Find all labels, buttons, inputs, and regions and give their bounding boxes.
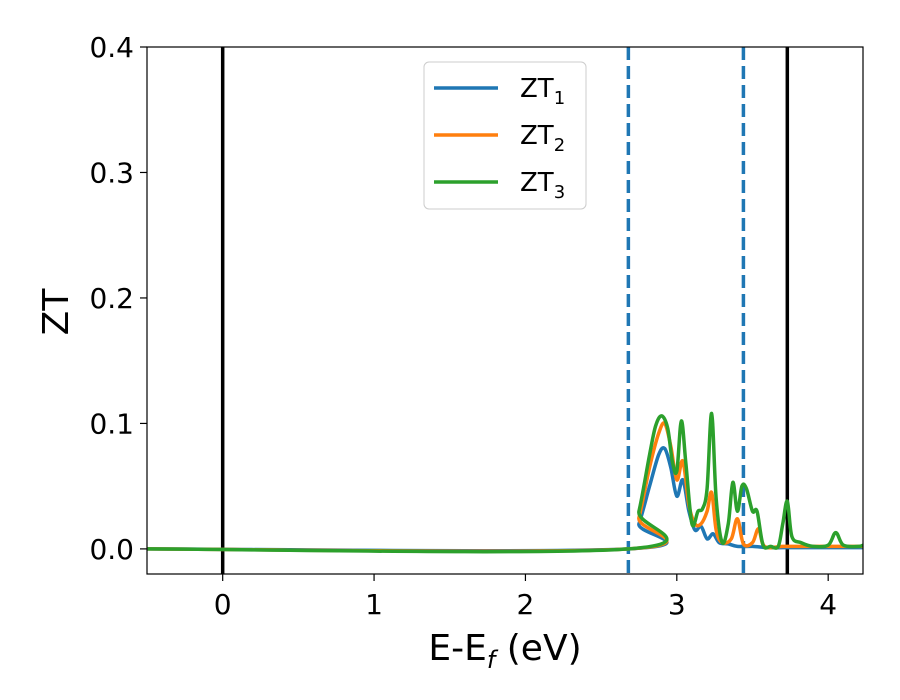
legend-label-2: ZT2 — [520, 121, 565, 156]
legend: ZT1 ZT2 ZT3 — [423, 61, 587, 210]
x-tick-label-3: 3 — [668, 588, 686, 621]
legend-label-3: ZT3 — [520, 168, 565, 203]
y-tick-label-3: 0.3 — [89, 156, 134, 189]
legend-label-1: ZT1 — [520, 74, 565, 109]
series-line-3 — [147, 411, 863, 554]
x-tick-label-2: 2 — [517, 588, 535, 621]
y-tick-label-1: 0.1 — [89, 407, 134, 440]
series-lines — [147, 411, 863, 554]
plot-frame — [146, 46, 864, 575]
x-axis-ticks: 0 1 2 3 4 — [214, 574, 837, 621]
x-tick-label-4: 4 — [819, 588, 837, 621]
x-axis-label-unit: (eV) — [495, 628, 581, 669]
y-axis-ticks: 0.0 0.1 0.2 0.3 0.4 — [89, 31, 147, 566]
y-tick-label-0: 0.0 — [89, 533, 134, 566]
y-tick-label-2: 0.2 — [89, 282, 134, 315]
y-tick-label-4: 0.4 — [89, 31, 134, 64]
x-axis-label: E-Ef (eV) — [428, 628, 581, 674]
x-tick-label-0: 0 — [214, 588, 232, 621]
series-line-2 — [147, 421, 863, 553]
y-axis-label: ZT — [36, 288, 77, 336]
x-tick-label-1: 1 — [365, 588, 383, 621]
legend-box — [423, 61, 587, 210]
